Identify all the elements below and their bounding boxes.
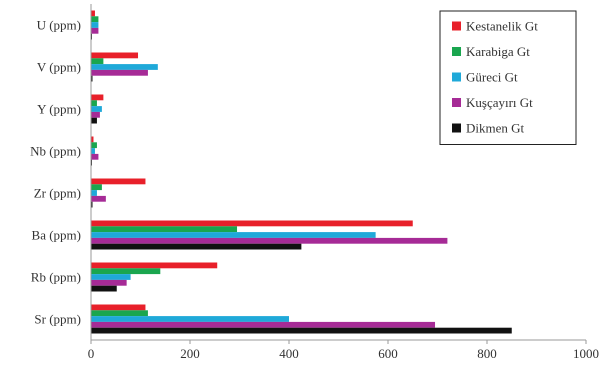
bar-y-ppm-karabiga-gt bbox=[91, 100, 97, 107]
bar-rb-ppm-karabiga-gt bbox=[91, 268, 161, 275]
bar-zr-ppm-ku-ay-r-gt bbox=[91, 195, 106, 202]
bar-v-ppm-dikmen-gt bbox=[91, 75, 93, 82]
bar-u-ppm-kestanelik-gt bbox=[91, 10, 95, 17]
bar-sr-ppm-kestanelik-gt bbox=[91, 304, 146, 311]
x-tick-label-400: 400 bbox=[279, 346, 299, 361]
y-tick-label-rb-ppm: Rb (ppm) bbox=[31, 270, 81, 285]
bar-y-ppm-kestanelik-gt bbox=[91, 94, 104, 101]
bar-zr-ppm-kestanelik-gt bbox=[91, 178, 146, 185]
legend-label-dikmen-gt: Dikmen Gt bbox=[466, 121, 525, 136]
legend-label-karabiga-gt: Karabiga Gt bbox=[466, 44, 530, 59]
y-tick-label-u-ppm: U (ppm) bbox=[37, 18, 81, 33]
bar-zr-ppm-g-reci-gt bbox=[91, 190, 97, 196]
x-tick-label-0: 0 bbox=[88, 346, 95, 361]
x-tick-label-1000: 1000 bbox=[573, 346, 599, 361]
bar-v-ppm-kestanelik-gt bbox=[91, 52, 139, 59]
bar-v-ppm-ku-ay-r-gt bbox=[91, 69, 148, 76]
bar-sr-ppm-dikmen-gt bbox=[91, 327, 512, 334]
legend-swatch-dikmen-gt bbox=[452, 123, 461, 133]
bar-v-ppm-g-reci-gt bbox=[91, 64, 158, 70]
bar-v-ppm-karabiga-gt bbox=[91, 58, 104, 65]
bar-rb-ppm-kestanelik-gt bbox=[91, 262, 218, 269]
legend-label-kestanelik-gt: Kestanelik Gt bbox=[466, 19, 538, 34]
y-tick-label-y-ppm: Y (ppm) bbox=[37, 102, 81, 117]
bar-y-ppm-g-reci-gt bbox=[91, 106, 102, 112]
y-tick-label-ba-ppm: Ba (ppm) bbox=[32, 228, 81, 243]
legend-swatch-g-reci-gt bbox=[452, 72, 461, 82]
legend-swatch-kestanelik-gt bbox=[452, 21, 461, 31]
bar-u-ppm-g-reci-gt bbox=[91, 22, 99, 28]
bar-nb-ppm-kestanelik-gt bbox=[91, 136, 94, 143]
x-tick-label-800: 800 bbox=[477, 346, 497, 361]
bars-layer bbox=[91, 10, 512, 334]
bar-zr-ppm-karabiga-gt bbox=[91, 184, 102, 191]
legend-swatch-ku-ay-r-gt bbox=[452, 98, 461, 107]
bar-u-ppm-karabiga-gt bbox=[91, 16, 99, 23]
y-tick-label-v-ppm: V (ppm) bbox=[37, 60, 81, 75]
x-tick-label-200: 200 bbox=[180, 346, 200, 361]
bar-u-ppm-ku-ay-r-gt bbox=[91, 27, 99, 34]
legend-swatch-karabiga-gt bbox=[452, 47, 461, 56]
bar-rb-ppm-dikmen-gt bbox=[91, 285, 117, 292]
y-tick-label-sr-ppm: Sr (ppm) bbox=[34, 312, 81, 327]
bar-nb-ppm-karabiga-gt bbox=[91, 142, 97, 149]
bar-rb-ppm-g-reci-gt bbox=[91, 274, 131, 280]
legend-box bbox=[439, 10, 577, 145]
bar-sr-ppm-karabiga-gt bbox=[91, 310, 148, 317]
axis-layer: U (ppm) V (ppm) Y (ppm) Nb (ppm) Zr (ppm) Ba … bbox=[30, 4, 599, 361]
x-tick-label-600: 600 bbox=[378, 346, 398, 361]
bar-sr-ppm-ku-ay-r-gt bbox=[91, 321, 436, 328]
bar-ba-ppm-g-reci-gt bbox=[91, 232, 376, 238]
bar-ba-ppm-kestanelik-gt bbox=[91, 220, 413, 227]
bar-zr-ppm-dikmen-gt bbox=[91, 201, 93, 208]
bar-ba-ppm-dikmen-gt bbox=[91, 243, 302, 250]
bar-sr-ppm-g-reci-gt bbox=[91, 316, 289, 322]
bar-y-ppm-dikmen-gt bbox=[91, 117, 97, 124]
y-tick-label-zr-ppm: Zr (ppm) bbox=[34, 186, 81, 201]
legend: Kestanelik Gt Karabiga Gt Güreci Gt Kuşçayı… bbox=[439, 10, 577, 145]
bar-ba-ppm-karabiga-gt bbox=[91, 226, 238, 233]
bar-ba-ppm-ku-ay-r-gt bbox=[91, 237, 448, 244]
legend-label-ku-ay-r-gt: Kuşçayırı Gt bbox=[466, 95, 533, 110]
bar-y-ppm-ku-ay-r-gt bbox=[91, 111, 100, 118]
legend-label-g-reci-gt: Güreci Gt bbox=[466, 70, 518, 85]
bar-nb-ppm-g-reci-gt bbox=[91, 148, 95, 154]
bar-rb-ppm-ku-ay-r-gt bbox=[91, 279, 127, 286]
y-tick-label-nb-ppm: Nb (ppm) bbox=[30, 144, 81, 159]
bar-nb-ppm-ku-ay-r-gt bbox=[91, 153, 99, 160]
